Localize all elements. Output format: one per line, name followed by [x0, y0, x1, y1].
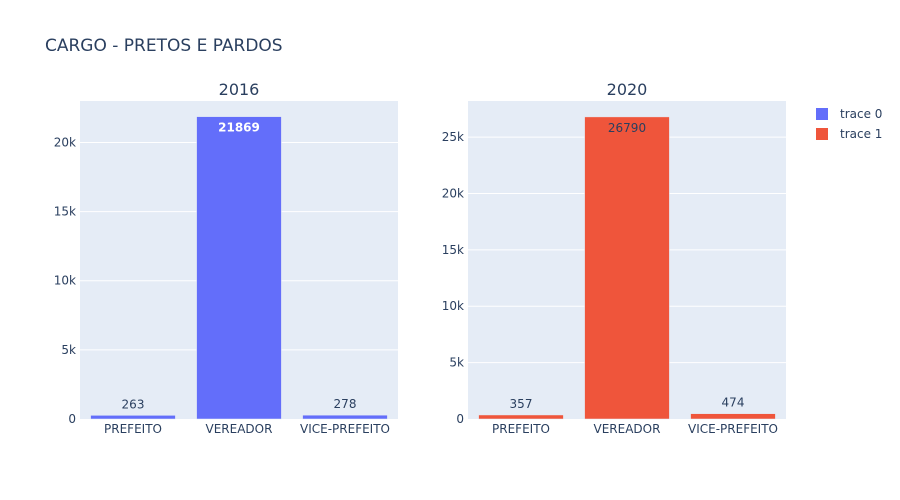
subplot-1: 0 5k 10k 15k 20k 25k 2020 357 PREFEITO 26790 VEREA…	[442, 80, 786, 436]
bar-prefeito[interactable]	[90, 415, 176, 420]
data-label: 26790	[608, 121, 646, 135]
bar-prefeito[interactable]	[478, 414, 564, 420]
y-tick-label: 25k	[442, 130, 464, 144]
chart-panels: 0 5k 10k 15k 20k 2016 263 PREFEITO 21869 VEREADOR…	[54, 80, 786, 436]
subplot-title: 2016	[219, 80, 260, 99]
legend-swatch	[816, 128, 828, 140]
x-tick-label: VEREADOR	[206, 422, 273, 436]
data-label: 474	[722, 396, 745, 410]
legend-label: trace 0	[840, 107, 882, 121]
data-label: 21869	[218, 121, 260, 135]
legend-item[interactable]: trace 1	[816, 127, 882, 141]
y-tick-label: 15k	[442, 243, 464, 257]
y-tick-label: 0	[68, 412, 76, 426]
bar-vice-prefeito[interactable]	[302, 414, 388, 420]
y-tick-label: 5k	[449, 356, 464, 370]
x-tick-label: VICE-PREFEITO	[688, 422, 778, 436]
bar-vereador[interactable]	[196, 116, 282, 420]
x-tick-label: PREFEITO	[492, 422, 550, 436]
legend-swatch	[816, 108, 828, 120]
data-label: 278	[334, 397, 357, 411]
y-tick-label: 10k	[54, 274, 76, 288]
bar-vice-prefeito[interactable]	[690, 413, 776, 420]
y-tick-label: 10k	[442, 299, 464, 313]
y-tick-label: 5k	[61, 343, 76, 357]
subplot-title: 2020	[607, 80, 648, 99]
x-tick-label: PREFEITO	[104, 422, 162, 436]
x-tick-label: VEREADOR	[594, 422, 661, 436]
figure-title: CARGO - PRETOS E PARDOS	[45, 36, 283, 56]
x-tick-label: VICE-PREFEITO	[300, 422, 390, 436]
data-label: 357	[510, 397, 533, 411]
legend[interactable]: trace 0 trace 1	[816, 107, 882, 141]
data-label: 263	[122, 397, 145, 411]
subplot-0: 0 5k 10k 15k 20k 2016 263 PREFEITO 21869 VEREADOR…	[54, 80, 398, 436]
legend-item[interactable]: trace 0	[816, 107, 882, 121]
bar-vereador[interactable]	[584, 116, 670, 420]
y-tick-label: 0	[456, 412, 464, 426]
legend-label: trace 1	[840, 127, 882, 141]
y-tick-label: 20k	[442, 186, 464, 200]
y-tick-label: 15k	[54, 205, 76, 219]
y-tick-label: 20k	[54, 135, 76, 149]
